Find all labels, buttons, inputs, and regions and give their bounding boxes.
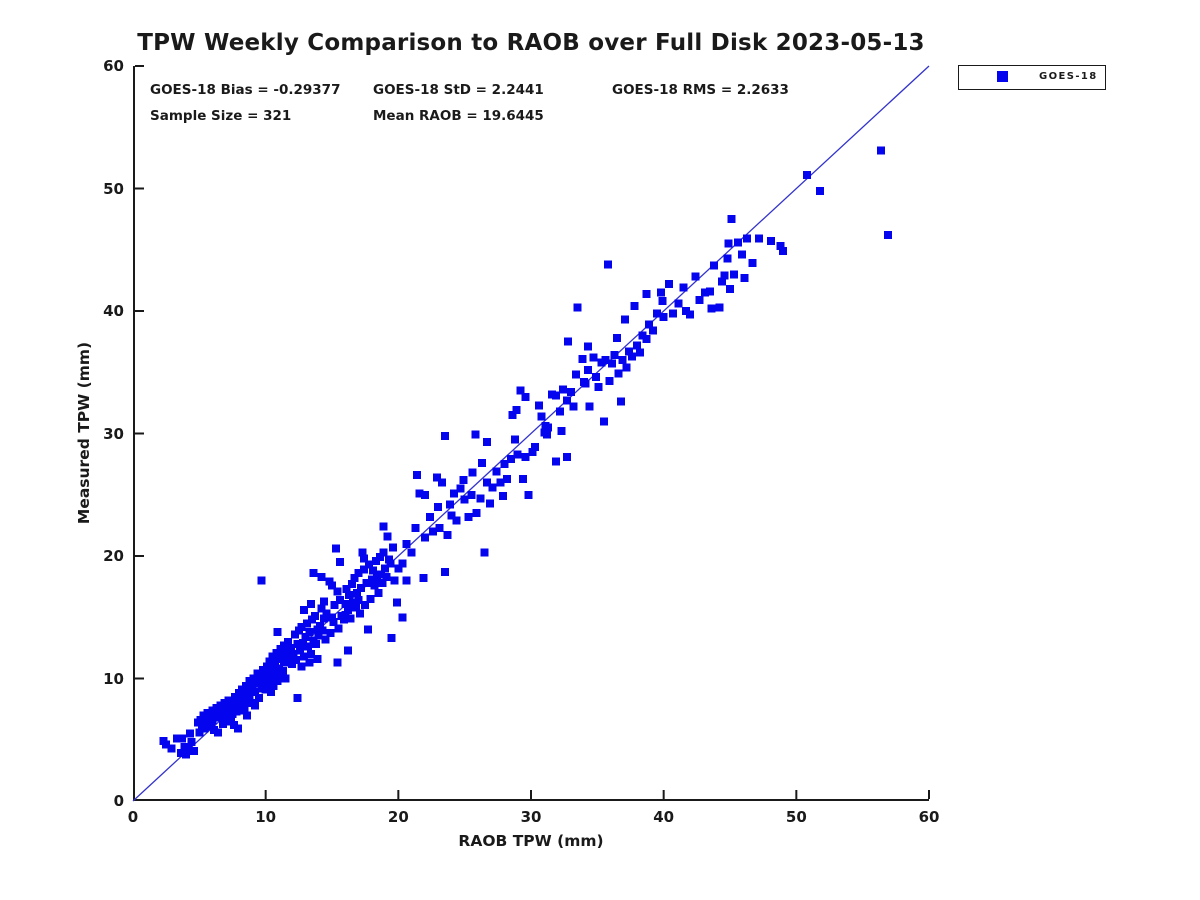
y-axis-label: Measured TPW (mm)	[75, 341, 93, 525]
stat-std: GOES-18 StD = 2.2441	[373, 82, 544, 98]
x-tick-label: 20	[387, 808, 409, 826]
x-tick-label: 50	[785, 808, 807, 826]
chart-title: TPW Weekly Comparison to RAOB over Full …	[137, 30, 925, 56]
x-tick-label: 60	[918, 808, 940, 826]
x-tick-label: 30	[520, 808, 542, 826]
x-axis-label: RAOB TPW (mm)	[458, 832, 604, 850]
stat-mean-raob: Mean RAOB = 19.6445	[373, 108, 544, 124]
y-tick-label: 40	[103, 302, 124, 320]
x-tick-label: 10	[255, 808, 277, 826]
y-tick-label: 10	[103, 669, 124, 688]
legend-label: GOES-18	[1039, 71, 1098, 82]
x-tick-label: 0	[127, 808, 139, 826]
x-tick-label: 40	[653, 808, 675, 826]
legend: GOES-18	[958, 65, 1106, 90]
stat-rms: GOES-18 RMS = 2.2633	[612, 82, 789, 98]
y-tick-label: 30	[103, 424, 124, 443]
y-tick-label: 60	[103, 57, 124, 75]
legend-marker-square-icon	[997, 71, 1008, 82]
y-tick-label: 0	[113, 792, 124, 810]
scatter-plot	[132, 65, 930, 802]
y-tick-label: 20	[103, 547, 124, 565]
stat-sample-size: Sample Size = 321	[150, 108, 292, 124]
y-tick-label: 50	[103, 179, 124, 198]
stat-bias: GOES-18 Bias = -0.29377	[150, 82, 341, 98]
